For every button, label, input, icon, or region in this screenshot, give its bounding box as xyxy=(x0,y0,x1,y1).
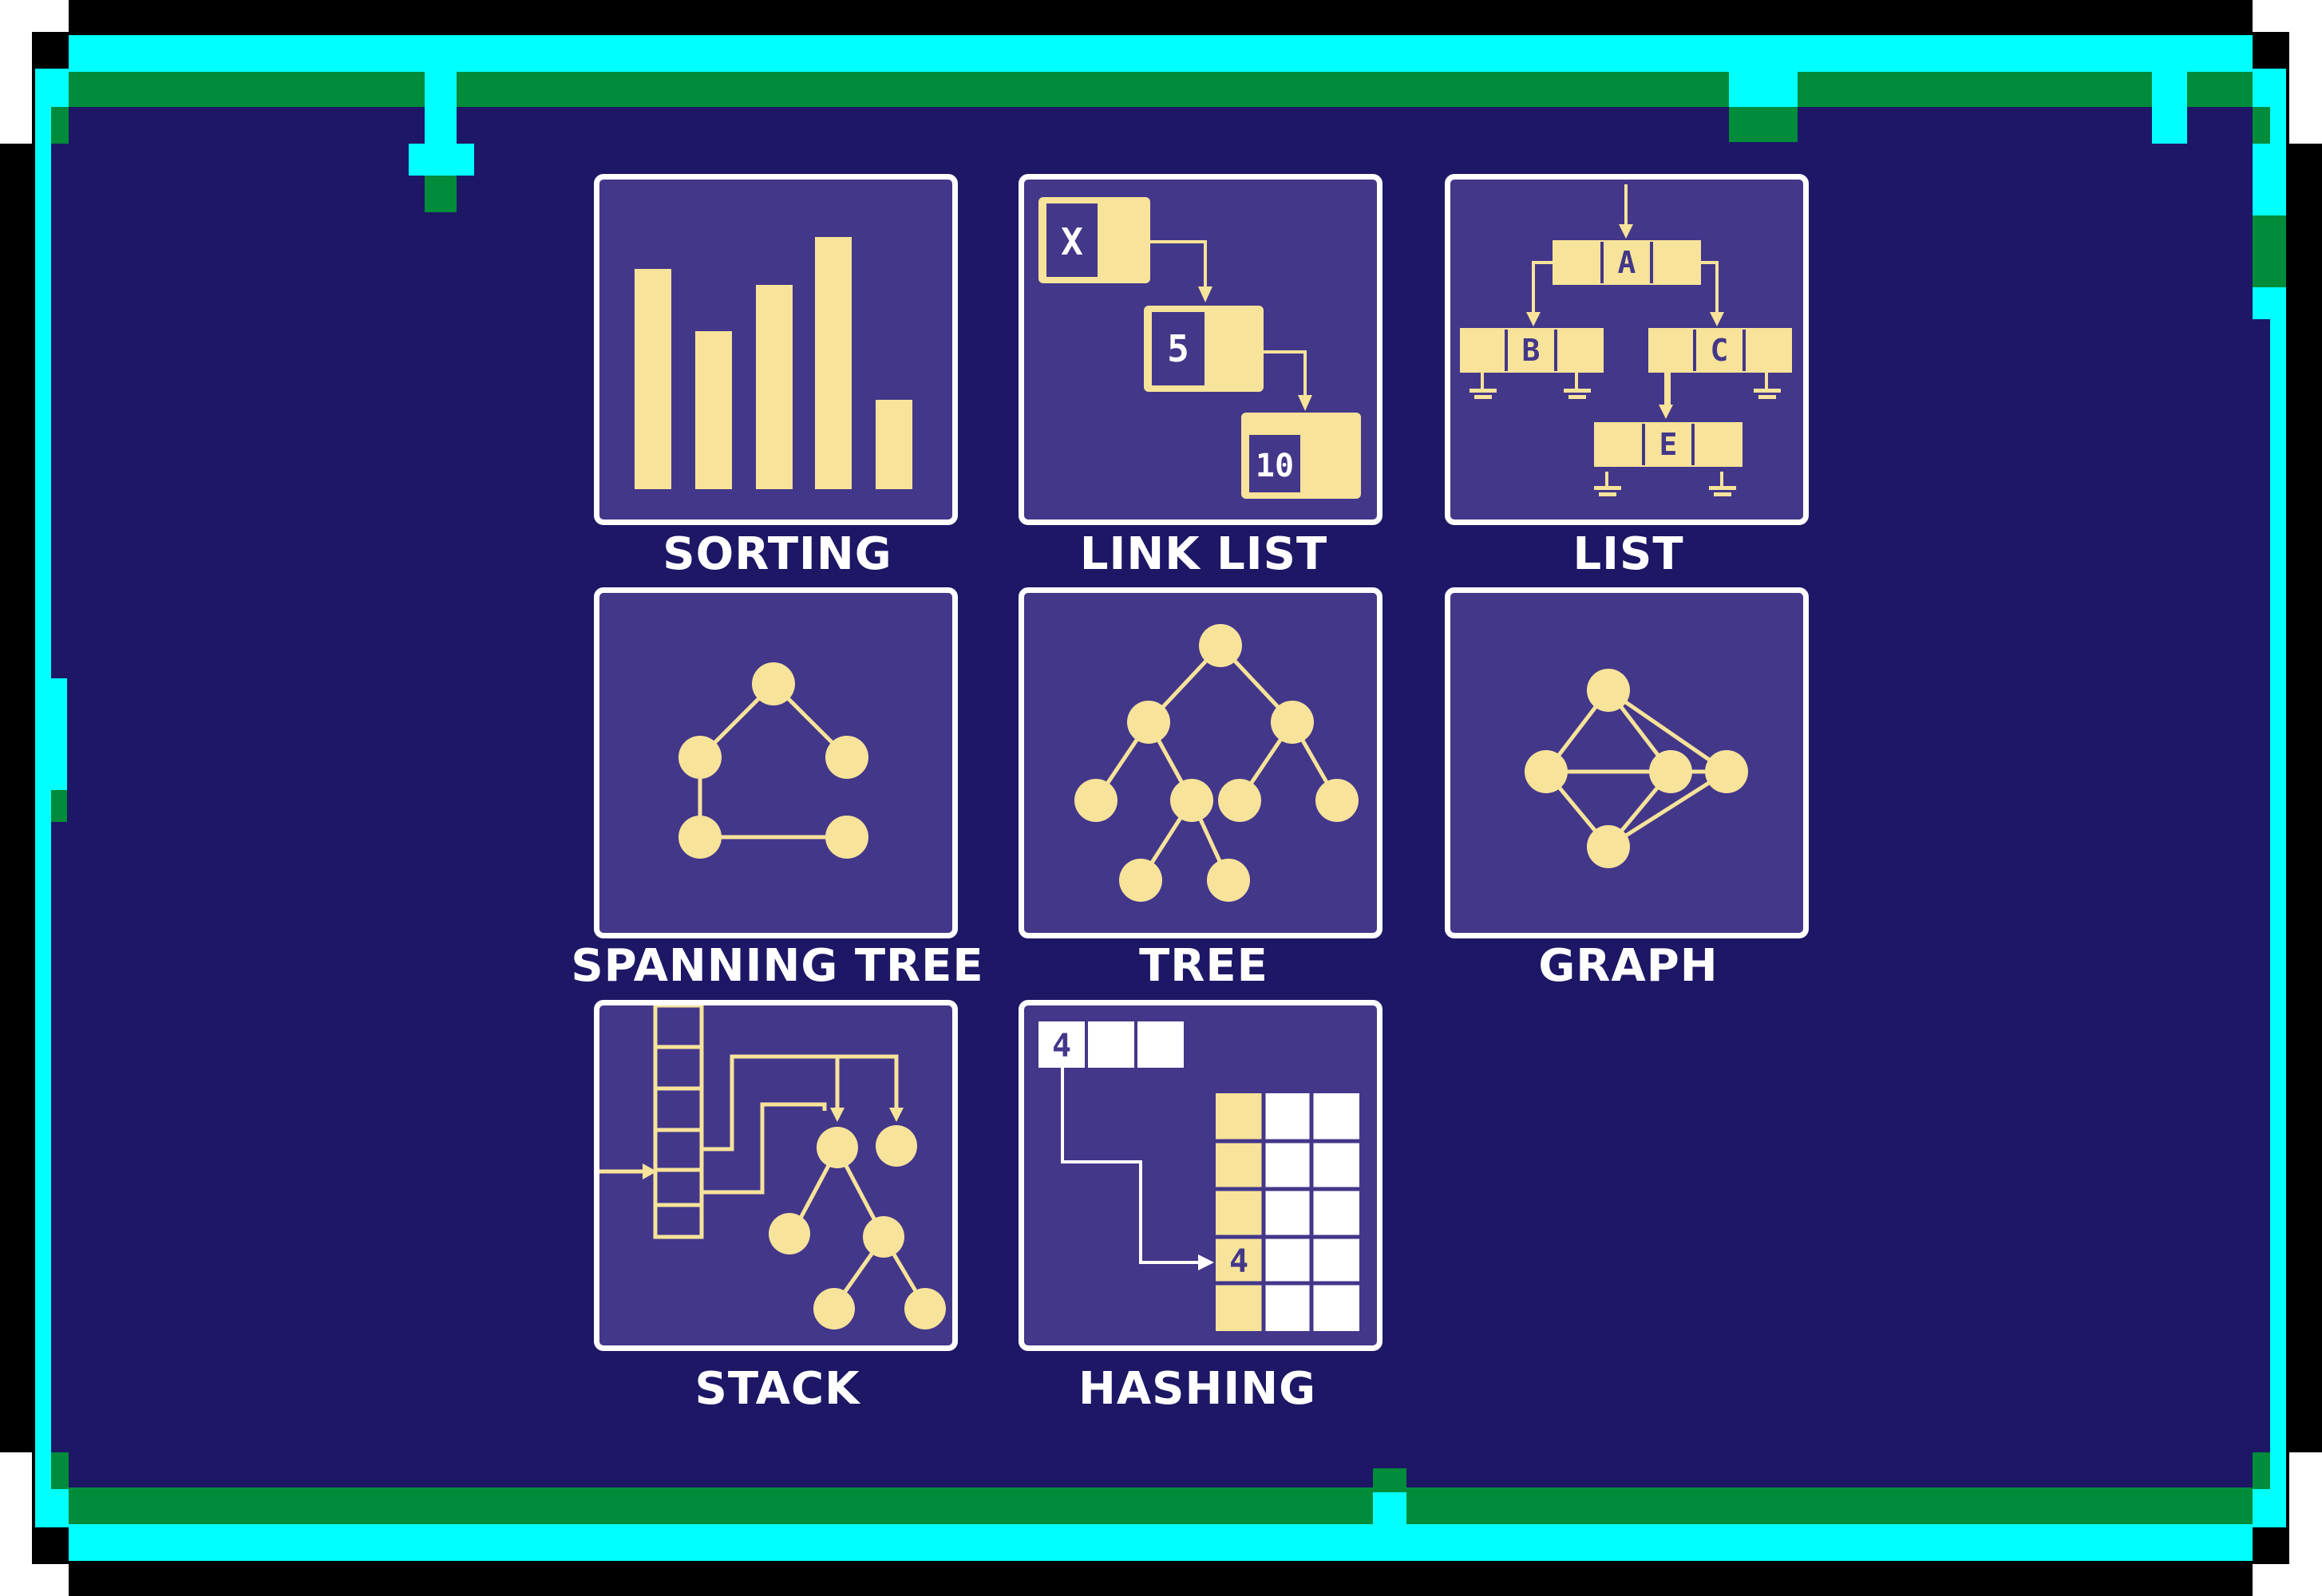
link-list-card[interactable]: X 5 10 xyxy=(1019,174,1383,525)
sorting-card[interactable] xyxy=(594,174,958,525)
tree-card[interactable] xyxy=(1019,587,1383,938)
list-label: LIST xyxy=(1381,527,1876,583)
link-list-label: LINK LIST xyxy=(956,527,1451,583)
linked-list-icon: X 5 10 xyxy=(1024,180,1377,519)
hashing-label: HASHING xyxy=(950,1361,1445,1417)
graph-card[interactable] xyxy=(1445,587,1809,938)
list-card[interactable]: A B C E xyxy=(1445,174,1809,525)
tree-label: TREE xyxy=(956,938,1451,994)
node-label: 5 xyxy=(1167,327,1189,370)
tree-icon xyxy=(1024,593,1377,933)
graph-icon xyxy=(1450,593,1803,933)
node-label: A xyxy=(1618,245,1636,280)
bar-chart-icon xyxy=(599,180,952,519)
hash-key-label: 4 xyxy=(1052,1028,1071,1065)
stack-icon xyxy=(599,1005,952,1345)
graph-label: GRAPH xyxy=(1381,938,1876,994)
hash-table-icon: 4 4 xyxy=(1024,1005,1377,1345)
spanning-tree-label: SPANNING TREE xyxy=(530,938,1025,994)
sorting-label: SORTING xyxy=(530,527,1025,583)
stack-card[interactable] xyxy=(594,1000,958,1351)
spanning-tree-icon xyxy=(599,593,952,933)
hashing-card[interactable]: 4 4 xyxy=(1019,1000,1383,1351)
node-label: E xyxy=(1659,427,1678,462)
list-tree-icon: A B C E xyxy=(1450,180,1803,519)
spanning-tree-card[interactable] xyxy=(594,587,958,938)
node-label: C xyxy=(1711,333,1729,368)
node-label: B xyxy=(1522,333,1541,368)
node-label: 10 xyxy=(1256,448,1294,484)
hash-slot-label: 4 xyxy=(1229,1243,1248,1280)
node-label: X xyxy=(1061,220,1083,263)
